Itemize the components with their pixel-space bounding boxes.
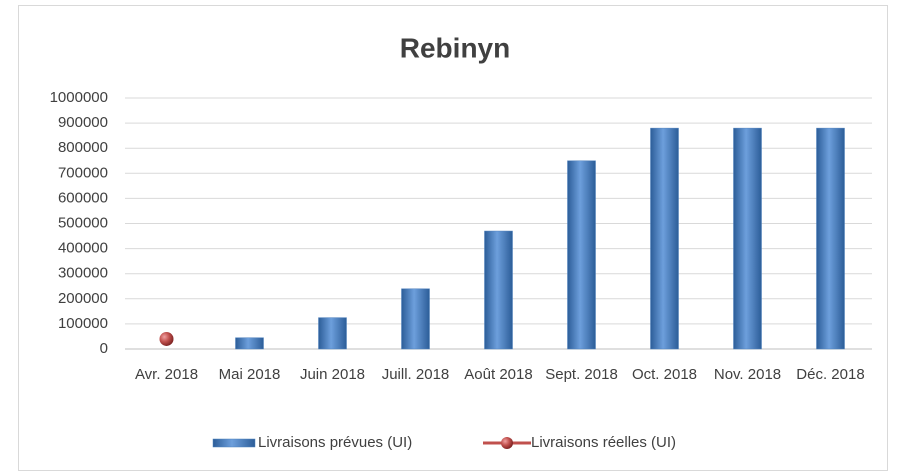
legend-label: Livraisons prévues (UI) bbox=[258, 434, 412, 451]
bar bbox=[733, 127, 762, 350]
legend-swatch bbox=[501, 437, 513, 449]
y-tick-label: 800000 bbox=[58, 139, 108, 156]
x-tick-label: Juin 2018 bbox=[299, 366, 366, 383]
bar bbox=[318, 317, 347, 350]
y-tick-label: 200000 bbox=[58, 290, 108, 307]
y-tick-label: 100000 bbox=[58, 315, 108, 332]
y-tick-label: 1000000 bbox=[50, 89, 108, 106]
y-tick-label: 500000 bbox=[58, 214, 108, 231]
y-tick-label: 0 bbox=[100, 340, 108, 357]
x-tick-label: Avr. 2018 bbox=[134, 366, 199, 383]
x-tick-label: Oct. 2018 bbox=[631, 366, 698, 383]
bar bbox=[650, 127, 679, 350]
bar bbox=[401, 288, 430, 350]
x-tick-label: Août 2018 bbox=[464, 366, 533, 383]
y-tick-label: 400000 bbox=[58, 240, 108, 257]
bar bbox=[567, 160, 596, 350]
bar bbox=[235, 337, 264, 350]
marker bbox=[159, 331, 174, 346]
y-tick-label: 700000 bbox=[58, 164, 108, 181]
y-tick-label: 900000 bbox=[58, 114, 108, 131]
chart-title: Rebinyn bbox=[400, 32, 510, 63]
y-tick-label: 300000 bbox=[58, 265, 108, 282]
x-tick-label: Nov. 2018 bbox=[713, 366, 782, 383]
x-tick-label: Mai 2018 bbox=[218, 366, 281, 383]
x-tick-label: Juill. 2018 bbox=[381, 366, 450, 383]
bar bbox=[816, 127, 845, 350]
x-tick-label: Sept. 2018 bbox=[545, 366, 618, 383]
legend-swatch bbox=[212, 438, 256, 448]
bar bbox=[484, 230, 513, 350]
y-tick-label: 600000 bbox=[58, 189, 108, 206]
x-tick-label: Déc. 2018 bbox=[796, 366, 865, 383]
legend-label: Livraisons réelles (UI) bbox=[531, 434, 676, 451]
